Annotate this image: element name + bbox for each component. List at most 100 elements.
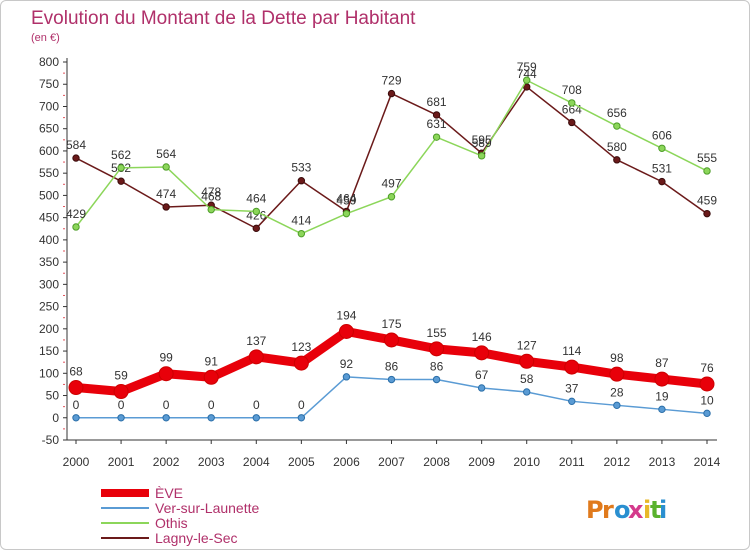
series-layer: 5845324744784265334647296815957446645805… xyxy=(66,60,717,422)
x-tick-label: 2006 xyxy=(333,455,360,469)
data-point xyxy=(203,369,219,385)
data-point xyxy=(117,414,125,422)
data-label: 127 xyxy=(517,338,537,352)
data-point xyxy=(658,405,666,414)
x-tick-label: 2001 xyxy=(108,455,135,469)
data-label: 631 xyxy=(427,117,447,131)
logo-letter: o xyxy=(614,496,631,524)
data-label: 606 xyxy=(652,128,672,142)
proxiti-logo: Pr ox iti xyxy=(586,496,667,524)
data-point xyxy=(297,229,306,238)
y-tick-label: 0 xyxy=(52,411,59,425)
data-point xyxy=(613,156,621,164)
data-label: 459 xyxy=(336,194,356,208)
data-label: 497 xyxy=(381,177,401,191)
data-point xyxy=(207,205,215,214)
data-label: 68 xyxy=(69,365,83,379)
data-point xyxy=(158,366,174,382)
y-tick-label: 500 xyxy=(39,188,59,202)
data-point xyxy=(72,223,80,231)
y-tick-label: 350 xyxy=(39,255,59,269)
data-label: 67 xyxy=(475,368,489,382)
legend-label: Ver-sur-Launette xyxy=(155,500,259,516)
data-label: 91 xyxy=(205,354,219,368)
data-point xyxy=(523,76,531,84)
series-ver-sur-launette: 0 0 0 0 0 0 92 86 86 67 58 37 28 19 10 xyxy=(72,357,714,422)
y-tick-label: 450 xyxy=(39,211,59,225)
data-label: 478 xyxy=(201,185,221,199)
x-tick-label: 2004 xyxy=(243,455,270,469)
data-point xyxy=(384,332,399,348)
data-label: 58 xyxy=(520,372,534,386)
data-label: 589 xyxy=(472,136,492,150)
x-tick-label: 2010 xyxy=(513,455,540,469)
x-tick-label: 2002 xyxy=(153,455,180,469)
data-point xyxy=(162,203,170,211)
legend-swatch xyxy=(101,507,149,509)
logo-letter: P xyxy=(586,496,604,524)
data-label: 10 xyxy=(700,393,714,407)
data-label: 562 xyxy=(111,148,131,162)
data-label: 99 xyxy=(159,351,173,365)
x-tick-label: 2012 xyxy=(604,455,631,469)
y-tick-label: 200 xyxy=(39,322,59,336)
data-label: 729 xyxy=(381,74,401,88)
data-point xyxy=(568,99,576,107)
data-label: 531 xyxy=(652,162,672,176)
data-label: 464 xyxy=(336,191,356,205)
data-point xyxy=(477,152,486,160)
data-label: 28 xyxy=(610,385,624,399)
data-label: 0 xyxy=(208,398,215,412)
data-label: 474 xyxy=(156,187,176,201)
data-point xyxy=(293,355,309,371)
data-point xyxy=(387,193,396,201)
y-tick-label: 600 xyxy=(39,144,59,158)
data-label: 459 xyxy=(697,194,717,208)
series-ve: 68 59 99 91 137 123 194 175 155 146 127 114 98 87 76 xyxy=(68,308,715,400)
data-point xyxy=(252,224,260,233)
data-point xyxy=(519,353,535,369)
data-point xyxy=(429,341,445,357)
y-tick-label: 400 xyxy=(39,233,59,247)
data-label: 656 xyxy=(607,106,627,120)
data-point xyxy=(72,154,80,162)
data-point xyxy=(609,366,625,382)
data-point xyxy=(703,209,711,218)
data-label: 414 xyxy=(291,214,311,228)
y-tick-label: 750 xyxy=(39,77,59,91)
data-label: 0 xyxy=(118,398,125,412)
y-tick-label: 300 xyxy=(39,277,59,291)
data-label: 681 xyxy=(427,95,447,109)
x-tick-label: 2011 xyxy=(559,455,585,469)
data-label: 37 xyxy=(565,381,579,395)
logo-letter: i xyxy=(643,496,651,524)
data-point xyxy=(117,177,125,185)
legend-swatch xyxy=(101,522,149,524)
data-point xyxy=(523,388,531,396)
data-label: 564 xyxy=(156,147,176,161)
data-point xyxy=(387,375,396,384)
data-label: 86 xyxy=(385,360,399,374)
data-label: 155 xyxy=(427,326,447,340)
data-label: 584 xyxy=(66,138,86,152)
data-point xyxy=(703,409,711,418)
data-label: 464 xyxy=(246,191,266,205)
legend-swatch xyxy=(101,537,149,539)
series-lagny-le-sec: 5845324744784265334647296815957446645805… xyxy=(66,67,717,233)
data-label: 98 xyxy=(610,351,624,365)
legend-label: Lagny-le-Sec xyxy=(155,530,238,546)
logo-letter: t xyxy=(650,496,661,524)
data-label: 19 xyxy=(655,389,669,403)
data-label: 86 xyxy=(430,360,444,374)
data-point xyxy=(162,414,170,422)
data-point xyxy=(432,111,441,119)
legend-label: Othis xyxy=(155,515,188,531)
axes: -500501001502002503003504004505005506006… xyxy=(39,55,721,469)
x-tick-label: 2013 xyxy=(649,455,676,469)
y-tick-label: 150 xyxy=(39,344,59,358)
x-tick-label: 2003 xyxy=(198,455,225,469)
data-point xyxy=(248,349,264,365)
